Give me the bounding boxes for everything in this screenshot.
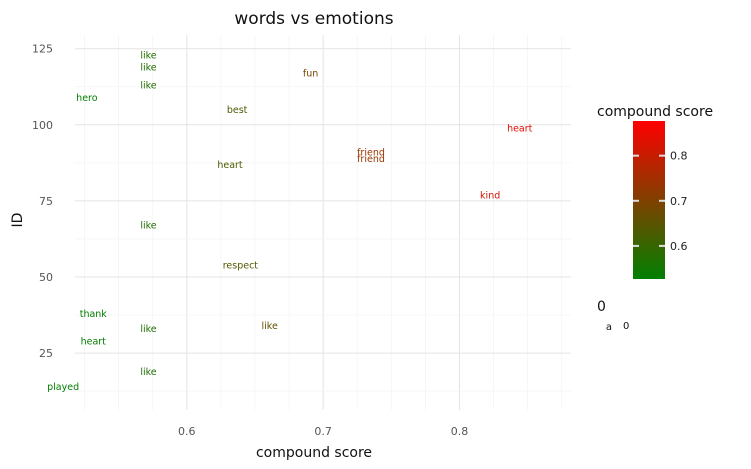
data-point-label: friend: [357, 154, 385, 165]
data-point-label: friend: [357, 148, 385, 159]
y-tick-label: 25: [39, 347, 53, 360]
color-legend: compound score 0.6 0.7 0.8: [597, 104, 713, 279]
data-point-label: heart: [507, 123, 533, 134]
color-legend-tick-label: 0.7: [670, 195, 688, 208]
data-point-label: like: [140, 50, 156, 61]
data-point-label: played: [47, 382, 79, 393]
data-point-label: like: [140, 324, 156, 335]
data-point-label: best: [227, 105, 248, 116]
data-point-label: like: [140, 62, 156, 73]
data-point-label: like: [140, 221, 156, 232]
data-points: likelikelikeherobestfunheartfriendfriend…: [47, 50, 533, 393]
data-point-label: thank: [80, 309, 108, 320]
data-point-label: kind: [480, 190, 500, 201]
x-axis-title: compound score: [256, 445, 372, 461]
y-axis-ticks: 25 50 75 100 125: [32, 43, 53, 360]
y-tick-label: 100: [32, 119, 53, 132]
data-point-label: like: [140, 367, 156, 378]
data-point-label: like: [262, 321, 278, 332]
x-tick-label: 0.7: [314, 425, 332, 438]
data-point-label: hero: [76, 93, 98, 104]
color-legend-title: compound score: [597, 104, 713, 120]
data-point-label: heart: [217, 160, 243, 171]
y-tick-label: 125: [32, 43, 53, 56]
size-legend-key-symbol: a: [606, 322, 612, 333]
data-point-label: heart: [81, 336, 107, 347]
size-legend-title: 0: [597, 299, 606, 315]
color-legend-tick-label: 0.8: [670, 150, 688, 163]
data-point-label: respect: [223, 260, 259, 271]
plot-grid: [75, 35, 571, 410]
size-legend: 0 a 0: [597, 299, 629, 333]
x-tick-label: 0.6: [178, 425, 196, 438]
chart-title: words vs emotions: [234, 9, 393, 29]
color-legend-tick-label: 0.6: [670, 240, 688, 253]
x-tick-label: 0.8: [451, 425, 469, 438]
size-legend-key-label: 0: [623, 321, 629, 332]
y-tick-label: 75: [39, 195, 53, 208]
data-point-label: like: [140, 81, 156, 92]
y-tick-label: 50: [39, 271, 53, 284]
data-point-label: fun: [303, 69, 318, 80]
y-axis-title: ID: [10, 213, 26, 228]
color-legend-ticks: 0.6 0.7 0.8: [633, 150, 688, 253]
x-axis-ticks: 0.6 0.7 0.8: [178, 425, 468, 438]
